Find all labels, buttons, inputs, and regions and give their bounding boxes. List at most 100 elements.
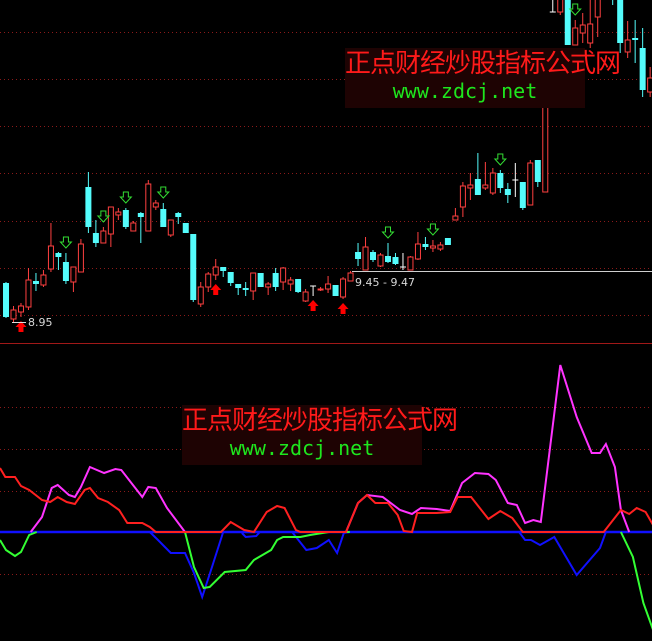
candle-body <box>287 279 294 285</box>
candle <box>32 273 39 291</box>
candle-body <box>459 185 466 208</box>
candle <box>542 103 549 193</box>
candle <box>519 182 526 210</box>
candle-body <box>70 266 77 283</box>
sell-arrow-icon <box>493 153 507 166</box>
candle <box>287 277 294 291</box>
candle <box>10 306 17 323</box>
candle-body <box>302 291 309 302</box>
candle <box>250 272 257 300</box>
candle <box>422 237 429 250</box>
candle <box>612 0 614 5</box>
candle-body <box>235 284 242 288</box>
candle-body <box>62 262 69 281</box>
candle-body <box>197 286 204 305</box>
sell-arrow-icon <box>568 3 582 16</box>
candle <box>497 170 504 193</box>
candle-body <box>190 234 197 300</box>
candle-body <box>265 283 272 288</box>
candle-body <box>384 256 391 262</box>
candle <box>265 282 272 295</box>
candle <box>317 287 324 291</box>
candle <box>145 180 152 232</box>
blue-line <box>291 531 350 556</box>
sell-arrow-icon <box>119 191 133 204</box>
candle <box>137 212 144 243</box>
candle <box>280 267 287 290</box>
candle-body <box>182 223 189 233</box>
candle <box>564 0 571 45</box>
candle <box>122 208 129 229</box>
candle <box>107 206 114 247</box>
candle-body <box>407 256 414 271</box>
candle-body <box>594 0 601 18</box>
candle-body <box>220 267 227 271</box>
candle-body <box>347 272 354 282</box>
candle <box>489 168 496 195</box>
candle <box>527 160 534 206</box>
magenta-line <box>345 364 631 533</box>
candle-body <box>3 283 9 317</box>
candle <box>482 162 489 190</box>
blue-line <box>518 531 607 577</box>
candle-body <box>212 266 219 276</box>
candle <box>55 252 62 270</box>
candle-body <box>572 27 579 46</box>
sell-arrow-icon <box>381 226 395 239</box>
green-line <box>619 531 652 630</box>
candle <box>295 279 302 293</box>
candle-body <box>557 0 564 13</box>
candle-body <box>504 189 511 195</box>
sell-arrow-icon <box>156 186 170 199</box>
candle <box>152 200 159 210</box>
candle-body <box>564 0 571 45</box>
candle <box>212 259 219 280</box>
blue-line <box>149 531 225 601</box>
candle-body <box>145 183 152 232</box>
candle <box>639 28 646 97</box>
watermark-url: www.zdcj.net <box>392 79 538 103</box>
candle-body <box>632 38 639 40</box>
sell-arrow-icon <box>96 210 111 223</box>
buy-arrow-icon <box>210 284 222 295</box>
candle <box>617 0 624 53</box>
candle-body <box>377 254 384 267</box>
candle-body <box>92 233 99 243</box>
candle <box>632 20 639 63</box>
watermark-title: 正点财经炒股指标公式网 <box>182 406 458 436</box>
candle <box>70 266 77 292</box>
candle-body <box>534 160 541 182</box>
candle-body <box>355 252 362 259</box>
candle <box>302 289 309 302</box>
candle <box>370 250 377 262</box>
candle <box>444 238 451 245</box>
range-price-label: 9.45 - 9.47 <box>355 276 415 289</box>
sell-arrow-icon <box>59 236 73 249</box>
candle <box>407 256 414 271</box>
candle <box>227 272 234 286</box>
candle <box>25 268 32 310</box>
candle <box>40 270 47 287</box>
candle <box>242 282 249 296</box>
candle-body <box>130 222 137 232</box>
candle <box>549 0 556 13</box>
candle-body <box>362 246 369 271</box>
candle-body <box>152 202 159 208</box>
candle-body <box>332 285 339 296</box>
candle-body <box>137 213 144 217</box>
candle-body <box>617 0 624 43</box>
candle <box>167 219 174 237</box>
candle <box>160 203 167 227</box>
candle <box>384 243 391 263</box>
candle <box>17 303 24 317</box>
candle <box>452 208 459 221</box>
candle-body <box>317 288 324 291</box>
buy-arrow-icon <box>15 321 27 332</box>
indicator-lines <box>0 364 652 630</box>
watermark-top: 正点财经炒股指标公式网 www.zdcj.net <box>345 48 621 108</box>
candle <box>429 240 436 252</box>
candle <box>257 273 264 287</box>
candle-body <box>272 273 279 287</box>
candle <box>220 267 227 277</box>
